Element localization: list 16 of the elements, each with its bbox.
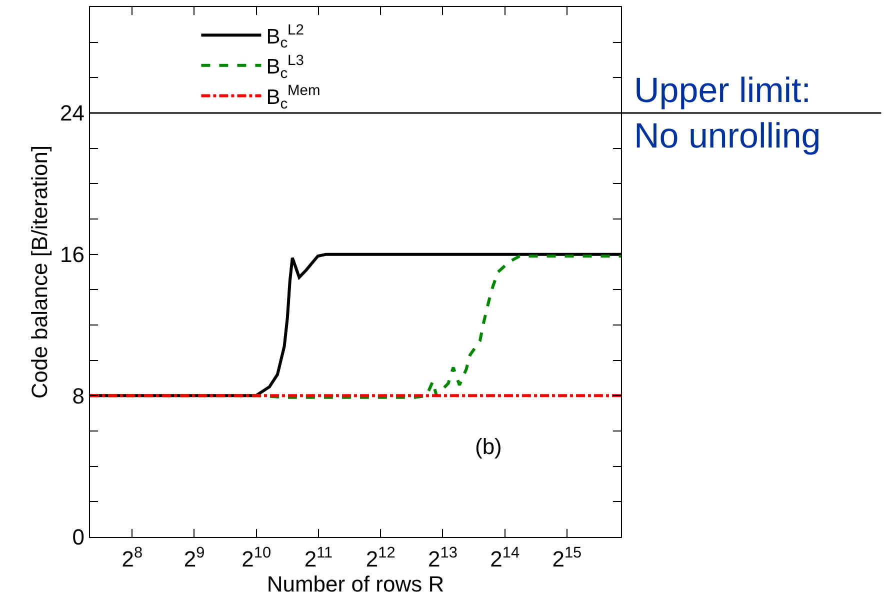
x-tick-label: 2$^{14}$ [490,544,520,572]
y-axis-title: Code balance [B/iteration] [26,145,52,399]
y-tick-label: 24 [60,100,84,126]
x-tick-label: 2$^{8}$ [122,544,143,572]
x-tick-label: 2$^{11}$ [304,544,333,572]
annotation: (b) [475,434,502,459]
x-tick-label: 2$^{12}$ [366,544,396,572]
x-tick-label: 2$^{13}$ [428,544,458,572]
ref-line-label: Upper limit: No unrolling [634,71,821,156]
y-tick-label: 0 [72,524,84,550]
x-axis-title: Number of rows R [266,572,444,596]
y-tick-label: 8 [72,383,84,408]
x-tick-label: 2$^{15}$ [552,544,582,572]
x-tick-label: 2$^{10}$ [242,544,272,572]
x-tick-label: 2$^{9}$ [184,544,205,572]
y-tick-label: 16 [60,242,84,268]
